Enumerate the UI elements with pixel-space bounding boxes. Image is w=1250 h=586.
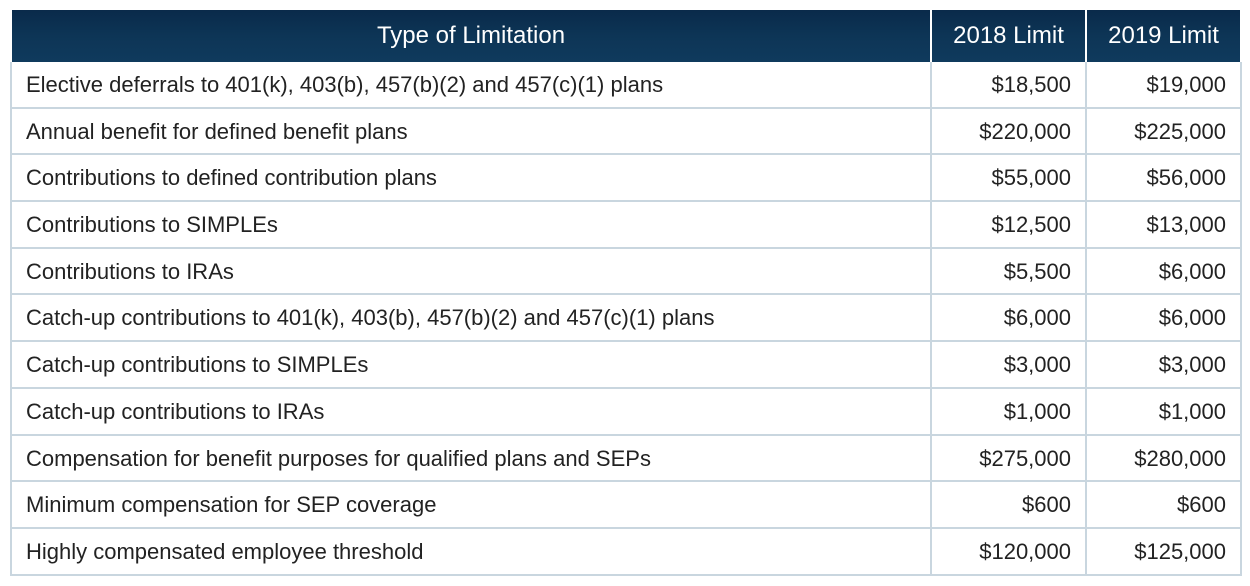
row-2018: $1,000 — [931, 388, 1086, 435]
row-2019: $19,000 — [1086, 62, 1241, 108]
row-2018: $5,500 — [931, 248, 1086, 295]
row-label: Elective deferrals to 401(k), 403(b), 45… — [11, 62, 931, 108]
row-2019: $3,000 — [1086, 341, 1241, 388]
row-2019: $6,000 — [1086, 294, 1241, 341]
table-row: Elective deferrals to 401(k), 403(b), 45… — [11, 62, 1241, 108]
table-row: Catch-up contributions to IRAs $1,000 $1… — [11, 388, 1241, 435]
col-header-2019: 2019 Limit — [1086, 10, 1241, 62]
col-header-type: Type of Limitation — [11, 10, 931, 62]
row-label: Annual benefit for defined benefit plans — [11, 108, 931, 155]
row-2018: $120,000 — [931, 528, 1086, 575]
table-row: Contributions to IRAs $5,500 $6,000 — [11, 248, 1241, 295]
row-2018: $275,000 — [931, 435, 1086, 482]
limits-table: Type of Limitation 2018 Limit 2019 Limit… — [10, 10, 1242, 576]
table-row: Annual benefit for defined benefit plans… — [11, 108, 1241, 155]
table-row: Highly compensated employee threshold $1… — [11, 528, 1241, 575]
row-2018: $18,500 — [931, 62, 1086, 108]
table-row: Contributions to defined contribution pl… — [11, 154, 1241, 201]
row-2018: $3,000 — [931, 341, 1086, 388]
row-2019: $1,000 — [1086, 388, 1241, 435]
row-2018: $55,000 — [931, 154, 1086, 201]
row-label: Contributions to IRAs — [11, 248, 931, 295]
row-label: Catch-up contributions to 401(k), 403(b)… — [11, 294, 931, 341]
table-row: Catch-up contributions to SIMPLEs $3,000… — [11, 341, 1241, 388]
row-2019: $125,000 — [1086, 528, 1241, 575]
row-label: Catch-up contributions to IRAs — [11, 388, 931, 435]
col-header-2018: 2018 Limit — [931, 10, 1086, 62]
table-row: Contributions to SIMPLEs $12,500 $13,000 — [11, 201, 1241, 248]
row-2019: $13,000 — [1086, 201, 1241, 248]
row-label: Compensation for benefit purposes for qu… — [11, 435, 931, 482]
row-2019: $6,000 — [1086, 248, 1241, 295]
row-label: Contributions to defined contribution pl… — [11, 154, 931, 201]
row-2018: $220,000 — [931, 108, 1086, 155]
row-2018: $6,000 — [931, 294, 1086, 341]
table-row: Catch-up contributions to 401(k), 403(b)… — [11, 294, 1241, 341]
table-header-row: Type of Limitation 2018 Limit 2019 Limit — [11, 10, 1241, 62]
row-label: Highly compensated employee threshold — [11, 528, 931, 575]
table-row: Compensation for benefit purposes for qu… — [11, 435, 1241, 482]
row-2019: $56,000 — [1086, 154, 1241, 201]
table-body: Elective deferrals to 401(k), 403(b), 45… — [11, 62, 1241, 575]
row-2019: $280,000 — [1086, 435, 1241, 482]
row-2019: $225,000 — [1086, 108, 1241, 155]
row-2018: $12,500 — [931, 201, 1086, 248]
row-label: Contributions to SIMPLEs — [11, 201, 931, 248]
row-label: Catch-up contributions to SIMPLEs — [11, 341, 931, 388]
